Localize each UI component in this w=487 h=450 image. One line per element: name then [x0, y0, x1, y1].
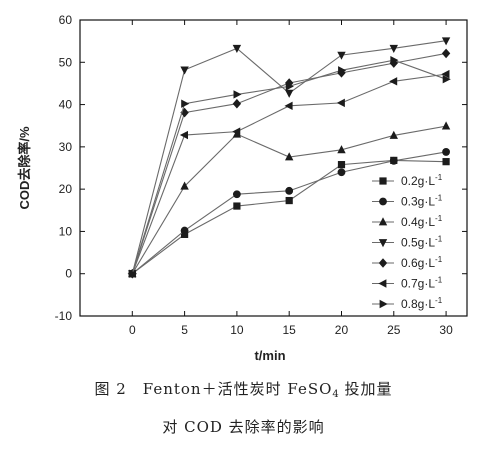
series-line [131, 151, 447, 275]
caption-text-suffix: 投加量 [338, 380, 393, 398]
data-point-triangle-up [284, 152, 294, 161]
data-point-triangle-right [181, 99, 190, 108]
y-tick-label: 60 [59, 13, 73, 27]
y-axis-label: COD去除率/% [17, 126, 32, 210]
legend-label-superscript: -1 [435, 173, 443, 182]
data-point-diamond [232, 98, 242, 109]
y-tick-label: 0 [65, 267, 72, 281]
data-point-triangle-right [338, 66, 347, 75]
series-7 [128, 55, 451, 278]
x-tick-label: 10 [230, 323, 244, 337]
y-tick-label: 10 [59, 224, 73, 238]
data-point-circle [389, 156, 398, 165]
y-tick-label: 40 [59, 98, 73, 112]
data-point-circle [379, 197, 387, 206]
data-point-triangle-right [442, 75, 451, 84]
cod-removal-chart: 0 5 10 15 20 25 30 -10 0 10 20 30 40 50 60 0.2g·L-1 0.3… [17, 13, 468, 363]
data-point-circle [337, 168, 346, 177]
legend-label: 0.3g·L-1 [401, 194, 443, 209]
data-point-circle [285, 186, 294, 195]
x-axis-label: t/min [254, 348, 285, 363]
legend-entry: 0.5g·L-1 [372, 235, 443, 250]
data-point-square [285, 196, 293, 205]
legend-label: 0.4g·L-1 [401, 214, 443, 229]
data-point-triangle-left [441, 69, 450, 79]
data-point-square [233, 202, 241, 210]
legend-label: 0.8g·L-1 [401, 296, 443, 311]
data-point-triangle-right [379, 299, 388, 309]
data-point-circle [442, 148, 450, 156]
legend-label: 0.7g·L-1 [401, 276, 443, 291]
data-point-triangle-down [180, 66, 189, 75]
data-point-triangle-right [128, 269, 137, 278]
series-line [131, 159, 447, 275]
data-point-square [337, 161, 346, 169]
legend-entry: 0.8g·L-1 [372, 296, 443, 311]
caption-text: 图 2 Fenton＋活性炭时 FeSO [94, 380, 333, 398]
legend-label: 0.6g·L-1 [401, 255, 443, 270]
data-point-triangle-down [378, 239, 388, 248]
data-point-diamond [378, 258, 388, 268]
figure-caption-line-1: 图 2 Fenton＋活性炭时 FeSO4 投加量 [0, 378, 487, 400]
data-point-triangle-up [441, 121, 451, 130]
data-point-triangle-down [284, 89, 294, 98]
data-point-triangle-up [389, 130, 398, 139]
series-6 [127, 69, 450, 278]
legend-entry: 0.7g·L-1 [372, 276, 443, 291]
data-point-triangle-left [232, 127, 241, 136]
plot-frame [79, 19, 468, 317]
chart-series [127, 37, 451, 279]
legend-entry: 0.3g·L-1 [372, 194, 443, 209]
data-point-triangle-left [378, 279, 387, 288]
figure-caption-line-2: 对 COD 去除率的影响 [162, 418, 325, 436]
x-tick-label: 0 [129, 323, 136, 337]
legend-label-superscript: -1 [435, 276, 443, 285]
chart-legend: 0.2g·L-1 0.3g·L-1 0.4g·L-1 0.5g·L-1 0.6g·L-1… [372, 173, 443, 311]
legend-entry: 0.4g·L-1 [372, 214, 443, 229]
data-point-triangle-down [232, 44, 242, 54]
data-point-triangle-right [233, 90, 242, 99]
data-point-triangle-up [337, 145, 346, 154]
x-tick-label: 30 [439, 323, 453, 337]
data-point-triangle-down [441, 37, 451, 46]
data-point-circle [180, 226, 189, 235]
x-tick-label: 20 [335, 323, 349, 337]
y-tick-label: 20 [59, 182, 73, 196]
series-4 [128, 37, 451, 279]
y-tick-label: 50 [59, 55, 73, 69]
legend-label: 0.2g·L-1 [401, 173, 443, 188]
legend-label-superscript: -1 [435, 255, 443, 264]
chart-axes: 0 5 10 15 20 25 30 -10 0 10 20 30 40 50 60 [55, 13, 468, 337]
data-point-triangle-up [180, 181, 189, 190]
data-point-triangle-left [179, 130, 188, 140]
data-point-triangle-right [390, 55, 399, 65]
data-point-square [442, 158, 450, 166]
data-point-triangle-left [336, 98, 345, 108]
legend-entry: 0.6g·L-1 [372, 255, 443, 270]
data-point-triangle-right [285, 82, 294, 91]
x-tick-label: 25 [387, 323, 401, 337]
x-tick-label: 5 [181, 323, 188, 337]
data-point-triangle-down [337, 51, 346, 60]
caption-subscript: 4 [332, 389, 339, 400]
series-2 [128, 148, 450, 278]
data-point-triangle-left [284, 101, 293, 111]
data-point-square [379, 177, 387, 185]
y-tick-label: 30 [59, 140, 73, 154]
data-point-circle [232, 190, 241, 199]
legend-label-superscript: -1 [435, 235, 443, 244]
data-point-triangle-up [378, 217, 388, 226]
legend-label-superscript: -1 [435, 214, 443, 223]
data-point-triangle-down [389, 44, 398, 54]
legend-label-superscript: -1 [435, 296, 443, 305]
y-tick-label: -10 [55, 309, 73, 323]
legend-label: 0.5g·L-1 [401, 235, 443, 250]
data-point-triangle-left [389, 77, 398, 86]
legend-entry: 0.2g·L-1 [372, 173, 443, 188]
data-point-diamond [441, 48, 451, 59]
legend-label-superscript: -1 [435, 194, 443, 203]
x-tick-label: 15 [283, 323, 297, 337]
